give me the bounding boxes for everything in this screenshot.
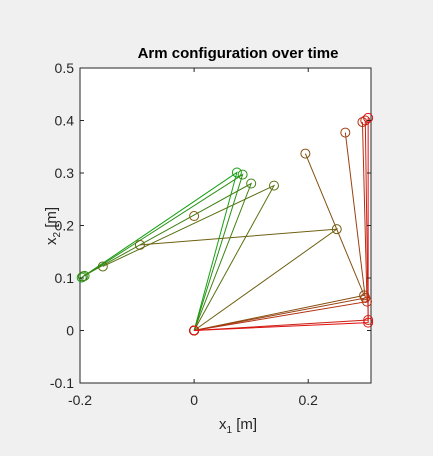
x-tick-label: 0: [190, 392, 198, 408]
y-tick-label: 0.3: [55, 165, 75, 181]
y-tick-label: 0: [66, 323, 74, 339]
y-tick-label: 0.1: [55, 270, 75, 286]
chart-title: Arm configuration over time: [138, 45, 339, 62]
x-axis-label: x1 [m]: [219, 416, 257, 436]
y-tick-label: -0.1: [50, 375, 74, 391]
x-tick-label: 0.2: [299, 392, 319, 408]
y-tick-label: 0.5: [55, 60, 75, 76]
y-tick-label: 0.4: [55, 113, 75, 129]
x-tick-label: -0.2: [68, 392, 92, 408]
axes-area: [80, 68, 371, 383]
